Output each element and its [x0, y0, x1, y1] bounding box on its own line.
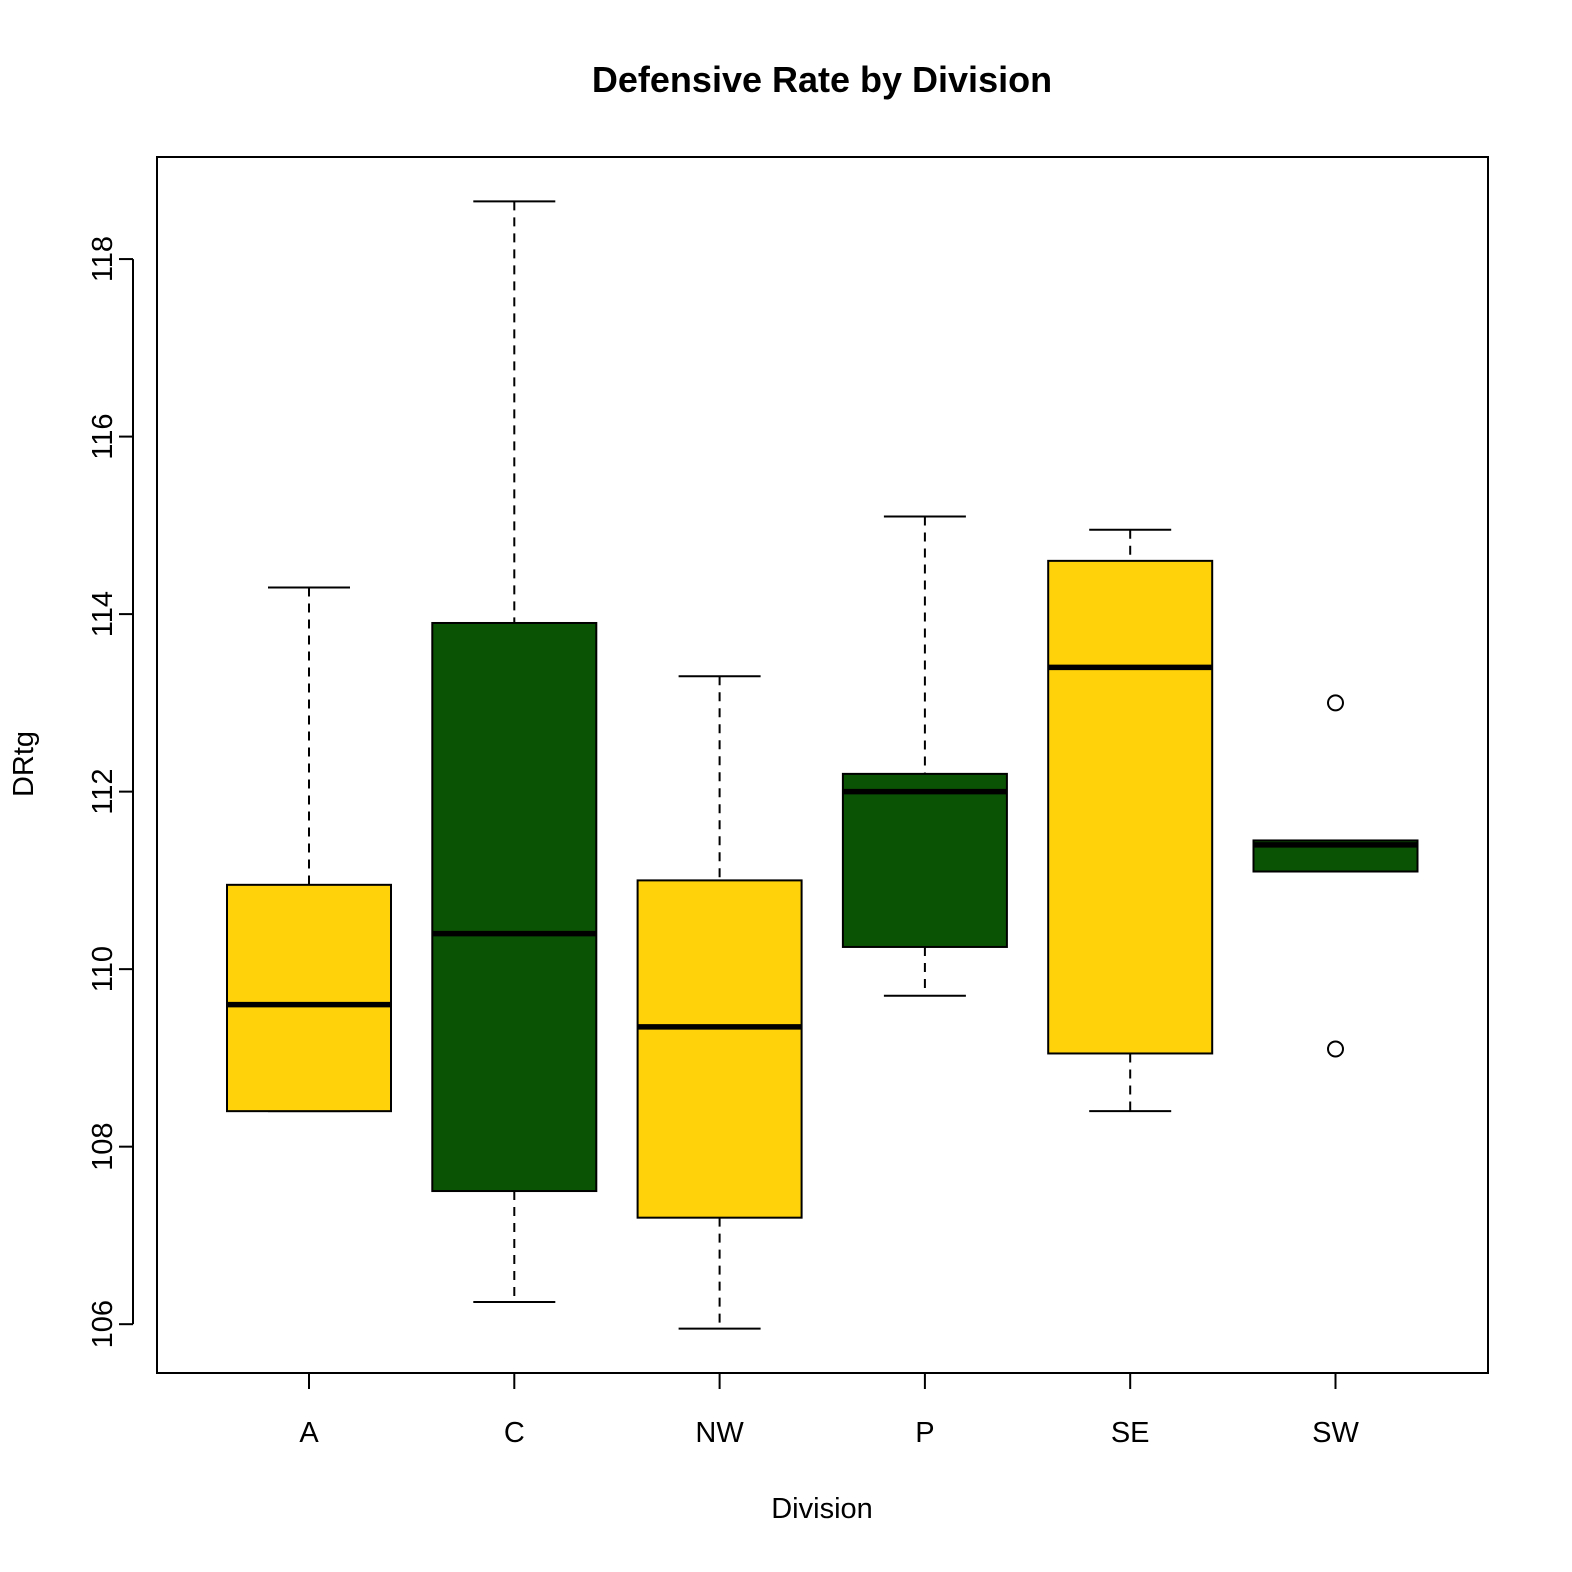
x-axis: A C NW P SE SW: [299, 1372, 1359, 1449]
boxes-group: [226, 200, 1419, 1330]
box-iqr: [841, 772, 1008, 948]
box-a: [226, 586, 392, 1113]
y-axis-label: DRtg: [8, 731, 40, 797]
box-p: [841, 515, 1008, 997]
outlier-point: [1327, 1040, 1344, 1058]
box-iqr: [636, 879, 803, 1219]
box-iqr: [431, 621, 598, 1193]
x-tick-label: P: [915, 1417, 934, 1449]
y-axis: 106 108 110 112 114 116 118: [87, 236, 134, 1348]
y-tick-label: 108: [87, 1122, 119, 1170]
outlier-point: [1327, 694, 1344, 712]
box-iqr: [1047, 559, 1214, 1055]
x-tick-label: A: [299, 1417, 319, 1449]
box-sw: [1252, 694, 1419, 1058]
y-tick-label: 112: [87, 769, 119, 815]
x-tick-label: C: [504, 1417, 525, 1449]
y-tick-label: 116: [87, 413, 119, 459]
box-se: [1047, 528, 1214, 1113]
x-axis-label: Division: [771, 1493, 873, 1525]
x-tick-label: SE: [1111, 1417, 1150, 1449]
plot-frame: [156, 156, 1489, 1374]
y-tick-label: 106: [87, 1300, 119, 1348]
box-iqr: [226, 883, 392, 1113]
x-tick-label: SW: [1312, 1417, 1359, 1449]
y-tick-label: 110: [87, 946, 119, 992]
box-nw: [636, 675, 803, 1330]
x-tick-label: NW: [695, 1417, 744, 1449]
box-c: [431, 200, 598, 1303]
y-tick-label: 114: [87, 591, 119, 637]
y-tick-label: 118: [87, 236, 119, 282]
chart-title: Defensive Rate by Division: [592, 59, 1052, 100]
